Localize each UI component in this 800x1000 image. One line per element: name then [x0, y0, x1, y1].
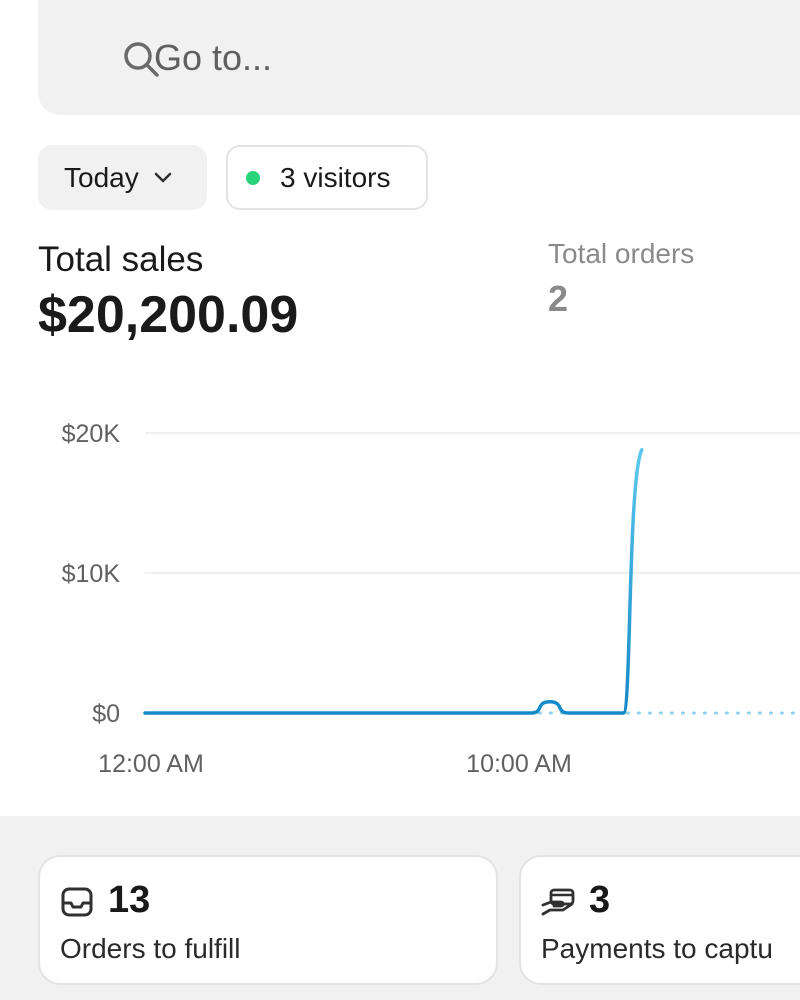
x-tick-label: 10:00 AM	[466, 750, 572, 778]
payments-to-capture-count: 3	[589, 879, 611, 921]
total-sales-label: Total sales	[38, 240, 204, 279]
visitors-label: 3 visitors	[280, 161, 391, 193]
total-orders-value[interactable]: 2	[548, 278, 569, 319]
payments-to-capture-card[interactable]: 3 Payments to captu	[519, 855, 800, 985]
total-sales-value: $20,200.09	[38, 286, 299, 344]
sales-chart: $20K $10K $0 12:00 AM 10:00 AM	[62, 420, 800, 778]
search-bar[interactable]	[38, 0, 800, 115]
payment-hand-icon	[541, 888, 575, 916]
chevron-down-icon	[154, 172, 171, 182]
orders-to-fulfill-label: Orders to fulfill	[60, 933, 241, 964]
orders-to-fulfill-count: 13	[108, 879, 151, 921]
y-tick-label: $10K	[62, 560, 121, 588]
x-tick-label: 12:00 AM	[98, 750, 204, 778]
live-status-dot	[246, 170, 260, 185]
inbox-icon	[61, 887, 93, 917]
search-icon	[124, 42, 159, 77]
sales-series-line	[143, 448, 644, 715]
y-tick-label: $0	[92, 700, 120, 728]
period-label: Today	[64, 161, 139, 193]
live-visitors-badge[interactable]: 3 visitors	[226, 145, 428, 210]
period-selector[interactable]: Today	[38, 145, 207, 210]
y-tick-label: $20K	[62, 420, 121, 448]
payments-to-capture-label: Payments to captu	[541, 933, 773, 964]
search-placeholder[interactable]: Go to...	[154, 37, 273, 78]
orders-to-fulfill-card[interactable]: 13 Orders to fulfill	[38, 855, 498, 985]
total-orders-label[interactable]: Total orders	[548, 238, 695, 269]
